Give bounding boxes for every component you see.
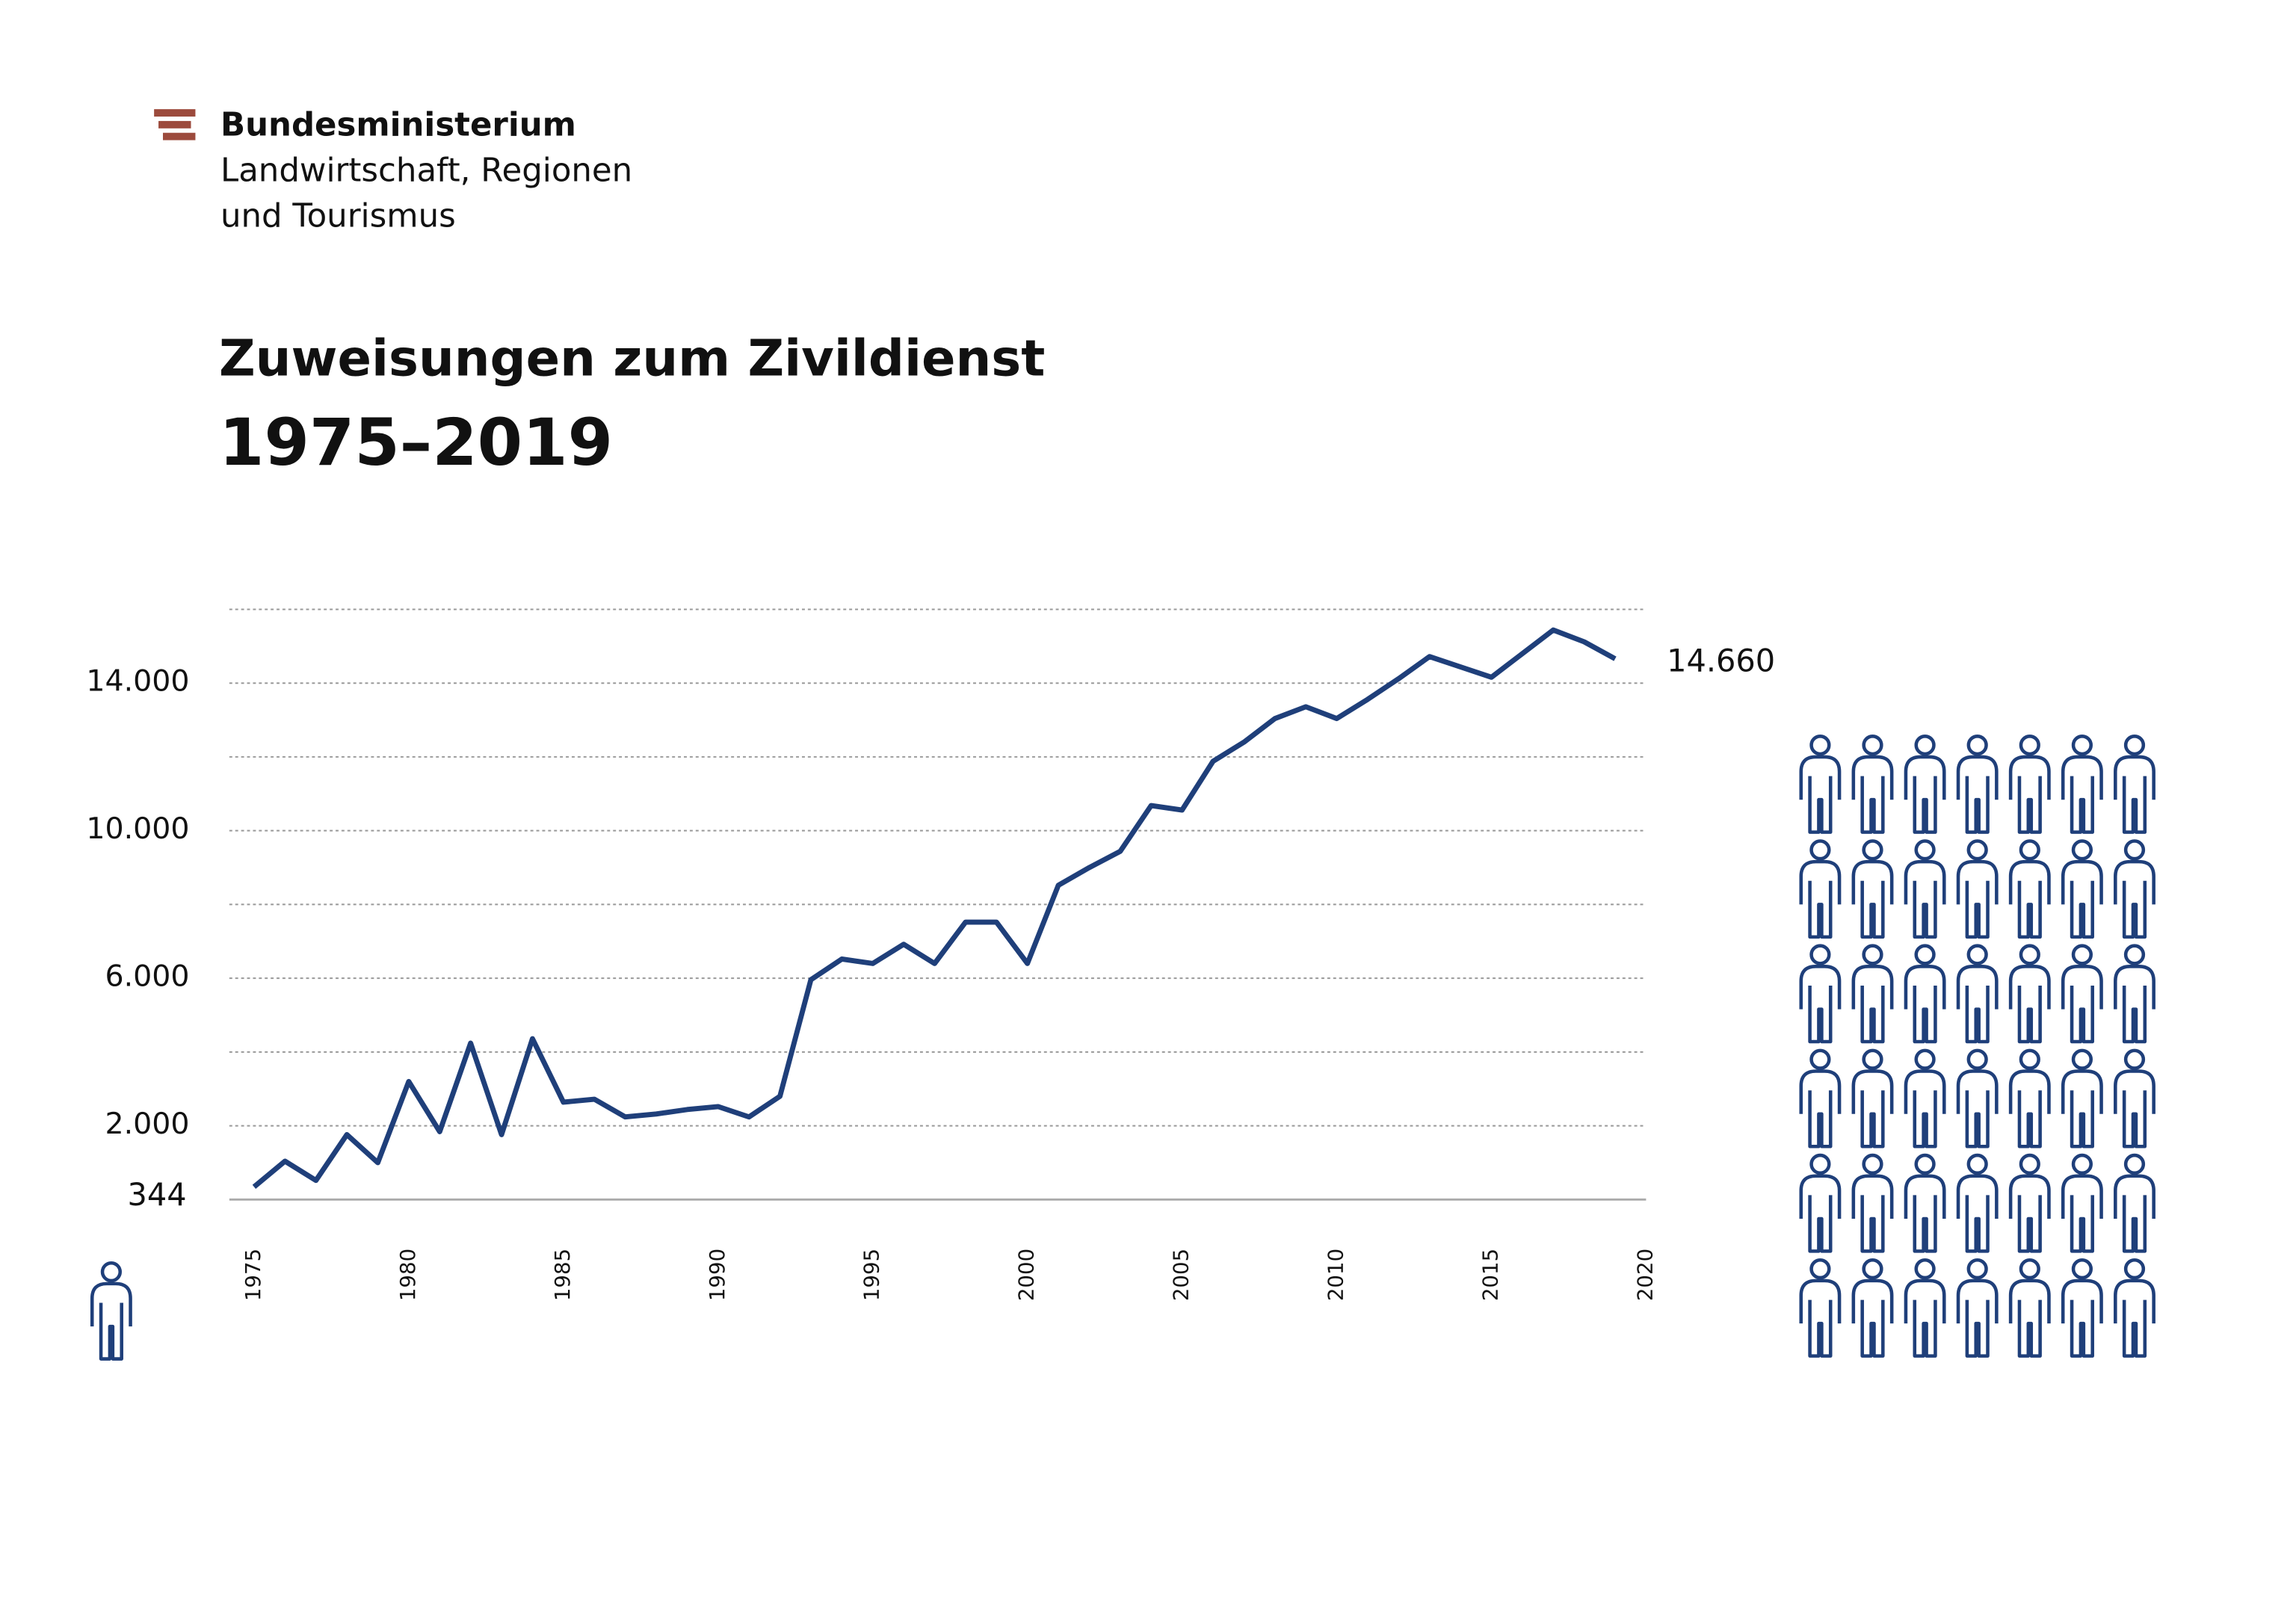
x-tick-label: 1975	[241, 1249, 265, 1301]
ministry-name: Landwirtschaft, Regionen	[220, 152, 632, 190]
x-tick-label: 2020	[1632, 1249, 1657, 1301]
chart-title: Zuweisungen zum Zivildienst	[219, 329, 1045, 387]
y-tick-label: 14.000	[86, 664, 189, 699]
y-tick-label: 10.000	[86, 812, 189, 846]
ministry-name: und Tourismus	[220, 198, 456, 235]
x-tick-label: 1985	[550, 1249, 575, 1301]
y-tick-label: 6.000	[105, 959, 189, 994]
x-tick-label: 2010	[1324, 1249, 1348, 1301]
x-tick-label: 2005	[1169, 1249, 1194, 1301]
plot: 2.000 6.000 10.000 14.000 1975 1980 1985 1990 19…	[86, 608, 1775, 1301]
y-tick-label: 2.000	[105, 1107, 189, 1141]
chart-subtitle: 1975–2019	[219, 405, 613, 480]
logo-mark	[154, 109, 196, 140]
x-tick-label: 1990	[705, 1249, 729, 1301]
value-label: 14.660	[1667, 643, 1775, 679]
x-tick-label: 2015	[1478, 1249, 1502, 1301]
data-line	[252, 627, 1617, 1189]
x-tick-label: 2000	[1014, 1249, 1039, 1301]
ministry-name: Bundesministerium	[220, 106, 576, 143]
value-label: 344	[127, 1177, 186, 1213]
x-tick-label: 1980	[395, 1249, 420, 1301]
x-tick-label: 1995	[860, 1249, 884, 1301]
